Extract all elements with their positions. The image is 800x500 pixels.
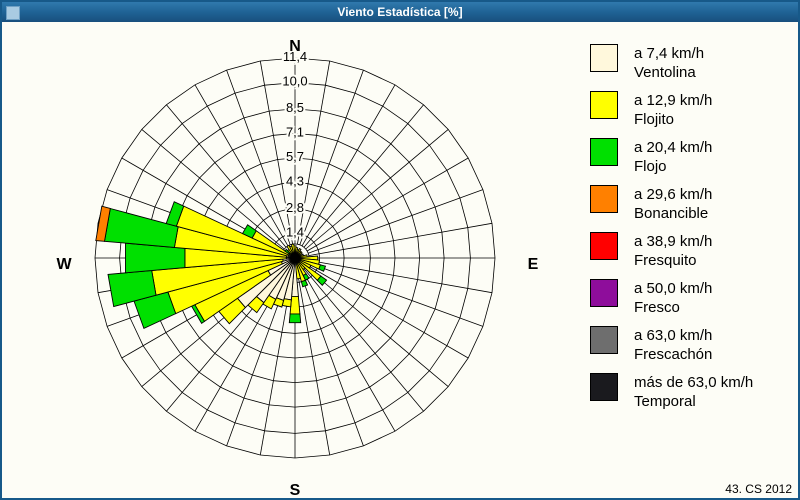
legend-category-label: Frescachón — [634, 346, 713, 363]
legend-label: a 63,0 km/h Frescachón — [634, 326, 712, 364]
legend-label: más de 63,0 km/h Temporal — [634, 373, 753, 411]
compass-label-west: W — [56, 256, 72, 273]
wind-rose-chart: 1,4 2,8 4,3 5,7 7,1 8,5 10,0 11,4N S W E — [56, 38, 539, 498]
rose-sector-flojo — [103, 207, 179, 248]
legend-category-label: Bonancible — [634, 205, 709, 222]
legend-swatch — [590, 185, 618, 213]
legend-item: a 63,0 km/h Frescachón — [590, 326, 753, 364]
rose-sector-flojo — [165, 201, 185, 227]
window-title: Viento Estadística [%] — [337, 5, 463, 19]
grid-spoke — [226, 69, 291, 245]
legend-item: a 7,4 km/h Ventolina — [590, 44, 753, 82]
grid-spoke — [301, 269, 396, 432]
legend-swatch — [590, 138, 618, 166]
legend-swatch — [590, 232, 618, 260]
radial-tick-label: 1,4 — [286, 224, 304, 239]
grid-spoke — [303, 268, 424, 412]
grid-spoke — [194, 84, 289, 247]
compass-label-north: N — [289, 38, 301, 55]
grid-spoke — [141, 129, 285, 250]
legend-item: a 50,0 km/h Fresco — [590, 279, 753, 317]
legend-item: a 38,9 km/h Fresquito — [590, 232, 753, 270]
legend-label: a 50,0 km/h Fresco — [634, 279, 712, 317]
grid-spoke — [308, 262, 484, 327]
compass-label-east: E — [528, 256, 539, 273]
chart-area: 1,4 2,8 4,3 5,7 7,1 8,5 10,0 11,4 N S W E a 7,4 km/… — [2, 22, 798, 498]
grid-spoke — [303, 104, 424, 248]
radial-tick-label: 8,5 — [286, 100, 304, 115]
legend-category-label: Flojo — [634, 158, 667, 175]
legend-label: a 38,9 km/h Fresquito — [634, 232, 712, 270]
grid-spoke — [306, 157, 469, 252]
grid-spoke — [308, 260, 493, 294]
rose-sector-flojo — [241, 224, 257, 239]
rose-sector-flojo — [107, 270, 157, 308]
radial-tick-label: 2,8 — [286, 200, 304, 215]
legend: a 7,4 km/h Ventolina a 12,9 km/h Flojito a 2… — [590, 44, 753, 411]
radial-tick-label: 5,7 — [286, 149, 304, 164]
legend-speed-label: a 29,6 km/h — [634, 186, 713, 203]
legend-speed-label: a 7,4 km/h — [634, 45, 705, 62]
footer-caption: 43. CS 2012 — [725, 482, 792, 496]
legend-category-label: Fresco — [634, 299, 680, 316]
grid-spoke — [166, 104, 287, 248]
rose-sector-flojito — [290, 243, 295, 254]
grid-spoke — [297, 60, 331, 245]
rose-sector-flojo — [318, 264, 327, 272]
legend-item: a 29,6 km/h Bonancible — [590, 185, 753, 223]
grid-spoke — [308, 222, 493, 256]
legend-category-label: Fresquito — [634, 252, 697, 269]
rose-sector-flojo — [288, 313, 302, 324]
legend-category-label: Flojito — [634, 111, 675, 128]
rose-sector-bonancible — [95, 205, 111, 242]
grid-spoke — [297, 271, 331, 456]
legend-label: a 7,4 km/h Ventolina — [634, 44, 704, 82]
legend-swatch — [590, 373, 618, 401]
grid-spoke — [305, 129, 449, 250]
legend-category-label: Ventolina — [634, 64, 696, 81]
compass-label-south: S — [290, 482, 301, 498]
legend-speed-label: a 20,4 km/h — [634, 139, 713, 156]
rose-sector-flojo — [300, 279, 309, 288]
rose-sector-flojo — [316, 275, 328, 286]
radial-tick-label: 11,4 — [283, 49, 307, 64]
grid-spoke — [259, 60, 293, 245]
legend-label: a 12,9 km/h Flojito — [634, 91, 712, 129]
legend-swatch — [590, 44, 618, 72]
radial-tick-label: 7,1 — [286, 124, 304, 139]
legend-speed-label: a 63,0 km/h — [634, 327, 713, 344]
legend-label: a 29,6 km/h Bonancible — [634, 185, 712, 223]
grid-spoke — [305, 266, 449, 387]
legend-speed-label: a 38,9 km/h — [634, 233, 713, 250]
legend-label: a 20,4 km/h Flojo — [634, 138, 712, 176]
grid-spoke — [301, 84, 396, 247]
legend-category-label: Temporal — [634, 393, 696, 410]
legend-swatch — [590, 326, 618, 354]
radial-tick-label: 10,0 — [282, 74, 307, 89]
legend-speed-label: a 12,9 km/h — [634, 92, 713, 109]
legend-speed-label: a 50,0 km/h — [634, 280, 713, 297]
radial-tick-label: 4,3 — [286, 174, 304, 189]
window-icon — [6, 6, 20, 20]
grid-spoke — [308, 189, 484, 254]
title-bar: Viento Estadística [%] — [2, 2, 798, 22]
grid-spoke — [299, 271, 364, 447]
legend-swatch — [590, 91, 618, 119]
legend-swatch — [590, 279, 618, 307]
legend-speed-label: más de 63,0 km/h — [634, 374, 754, 391]
legend-item: más de 63,0 km/h Temporal — [590, 373, 753, 411]
legend-item: a 20,4 km/h Flojo — [590, 138, 753, 176]
legend-item: a 12,9 km/h Flojito — [590, 91, 753, 129]
grid-spoke — [306, 264, 469, 359]
grid-spoke — [299, 69, 364, 245]
